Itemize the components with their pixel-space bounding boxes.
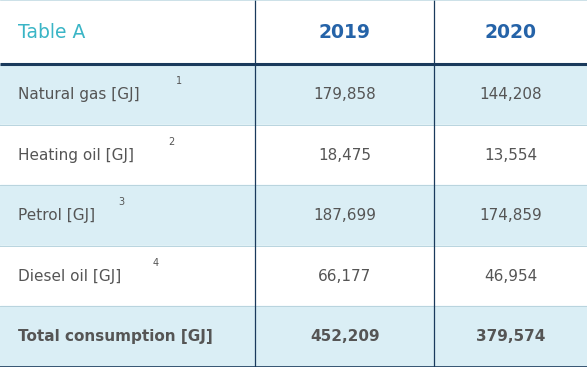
Text: Heating oil [GJ]: Heating oil [GJ]: [18, 148, 134, 163]
Bar: [0, 125, 587, 185]
Text: 3: 3: [119, 197, 124, 207]
Text: Total consumption [GJ]: Total consumption [GJ]: [18, 329, 212, 344]
Text: 2020: 2020: [485, 23, 537, 41]
Text: Petrol [GJ]: Petrol [GJ]: [18, 208, 95, 223]
Text: 13,554: 13,554: [484, 148, 537, 163]
Text: 66,177: 66,177: [318, 269, 372, 284]
Text: 18,475: 18,475: [318, 148, 372, 163]
Text: 179,858: 179,858: [313, 87, 376, 102]
Text: 1: 1: [176, 76, 182, 86]
Text: 144,208: 144,208: [480, 87, 542, 102]
Text: Table A: Table A: [18, 23, 85, 41]
Text: 452,209: 452,209: [310, 329, 380, 344]
Text: 2019: 2019: [319, 23, 371, 41]
Text: 4: 4: [152, 258, 158, 268]
Text: 174,859: 174,859: [480, 208, 542, 223]
Bar: [0, 64, 587, 125]
Text: 46,954: 46,954: [484, 269, 537, 284]
Bar: [0, 246, 587, 306]
Bar: [0, 306, 587, 367]
Text: Diesel oil [GJ]: Diesel oil [GJ]: [18, 269, 122, 284]
Text: 2: 2: [168, 137, 175, 147]
Text: 379,574: 379,574: [476, 329, 545, 344]
Bar: [0, 0, 587, 64]
Bar: [0, 185, 587, 246]
Text: 187,699: 187,699: [313, 208, 376, 223]
Text: Natural gas [GJ]: Natural gas [GJ]: [18, 87, 140, 102]
